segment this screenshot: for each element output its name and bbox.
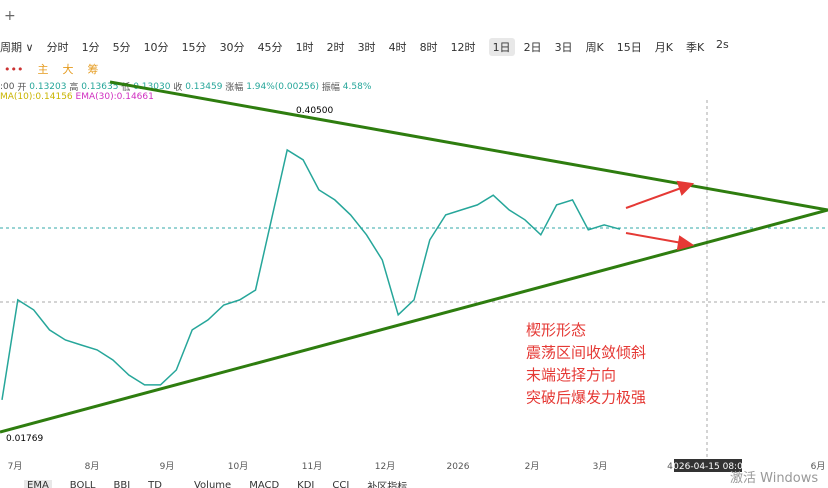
x-label: 7月: [8, 461, 23, 472]
ma: MA(10):0.14156: [0, 92, 73, 102]
high-label: 0.40500: [296, 106, 333, 116]
timeframe[interactable]: 4时: [388, 41, 407, 54]
ohlc-info: :00 开 0.13203 高 0.13635 低 0.13030 收 0.13…: [0, 80, 372, 94]
timeframe[interactable]: 周K: [585, 41, 604, 54]
indicator-tab[interactable]: CCI: [332, 480, 350, 488]
timeframe[interactable]: 1日: [488, 38, 515, 56]
period-menu[interactable]: 周期 ∨: [0, 41, 34, 54]
label: 开: [17, 83, 27, 93]
timeframe[interactable]: 15日: [616, 41, 642, 54]
x-label: 4: [667, 462, 673, 472]
timeframe[interactable]: 2时: [326, 41, 345, 54]
close: 0.13459: [185, 81, 223, 92]
add-tab[interactable]: +: [4, 8, 16, 24]
timeframe-bar: 周期 ∨ 分时 1分 5分 10分 15分 30分 45分 1时 2时 3时 4时 8时 12时 1日 2日…: [0, 38, 717, 56]
timeframe[interactable]: 2日: [523, 41, 542, 54]
low-label: 0.01769: [6, 434, 43, 444]
annotation: 末端选择方向: [526, 366, 616, 384]
trend-bottom: [0, 208, 828, 434]
watermark: 激活 Windows: [730, 471, 818, 486]
time: :00: [0, 81, 15, 92]
indicator-tab[interactable]: KDJ: [297, 480, 315, 488]
price-line: [1, 148, 621, 401]
indicator-tab[interactable]: Volume: [193, 480, 232, 488]
indicator-tab[interactable]: TD: [148, 480, 162, 488]
timeframe[interactable]: 3时: [357, 41, 376, 54]
low: 0.13030: [133, 81, 171, 92]
timeframe[interactable]: 月K: [654, 41, 673, 54]
x-label: 12月: [375, 461, 395, 472]
indicator-tab[interactable]: MACD: [249, 480, 280, 488]
timeframe[interactable]: 季K: [686, 41, 705, 54]
arrows: [625, 180, 695, 251]
timeframe[interactable]: 30分: [219, 41, 245, 54]
indicator-tab[interactable]: EMA: [24, 480, 52, 488]
x-label: 8月: [85, 461, 100, 472]
tool[interactable]: 筹: [87, 63, 99, 76]
ma-info: MA(10):0.14156 EMA(30):0.14661: [0, 92, 154, 102]
tool[interactable]: 大: [62, 63, 74, 76]
change: 1.94%(0.00256): [246, 81, 320, 92]
timeframe[interactable]: 12时: [450, 41, 476, 54]
annotation: 震荡区间收敛倾斜: [526, 344, 646, 362]
timeframe[interactable]: 1分: [81, 41, 100, 54]
timeframe[interactable]: 8时: [419, 41, 438, 54]
tool[interactable]: 主: [37, 63, 49, 76]
timeframe[interactable]: 1时: [295, 41, 314, 54]
tool-bar: ••• 主大筹: [4, 62, 99, 77]
indicator-tabs: EMA BOLL BBI TD Volume MACD KDJ CCI 补区指标: [24, 478, 425, 488]
label: 高: [69, 83, 79, 93]
timeframe[interactable]: 5分: [112, 41, 131, 54]
x-label: 6月: [811, 461, 826, 472]
label: 收: [173, 83, 183, 93]
refresh[interactable]: 2s: [716, 38, 729, 51]
label: 振幅: [321, 83, 340, 93]
x-label: 2月: [525, 461, 540, 472]
date-box: [674, 459, 742, 472]
x-label: 10月: [228, 461, 248, 472]
indicator-tab[interactable]: 补区指标: [367, 482, 408, 488]
high: 0.13635: [81, 81, 119, 92]
timeframe[interactable]: 3日: [554, 41, 573, 54]
x-label: 3月: [593, 461, 608, 472]
timeframe[interactable]: 45分: [257, 41, 283, 54]
annotation: 楔形形态: [526, 321, 586, 339]
label: 低: [121, 83, 131, 93]
amp: 4.58%: [342, 81, 372, 92]
indicator-tab[interactable]: BBI: [113, 480, 131, 488]
timeframe[interactable]: 15分: [181, 41, 207, 54]
timeframe[interactable]: 10分: [143, 41, 169, 54]
ema: EMA(30):0.14661: [75, 92, 154, 102]
x-label: 2026: [447, 462, 470, 472]
label: 涨幅: [225, 83, 244, 93]
indicator-tab[interactable]: BOLL: [69, 480, 96, 488]
x-label: 11月: [302, 461, 322, 472]
trend-top: [109, 80, 828, 212]
crosshair-date: 2026-04-15 08:00: [667, 462, 748, 472]
timeframe[interactable]: 分时: [46, 41, 69, 54]
x-label: 9月: [160, 461, 175, 472]
annotation: 突破后爆发力极强: [526, 389, 646, 407]
open: 0.13203: [29, 81, 67, 92]
